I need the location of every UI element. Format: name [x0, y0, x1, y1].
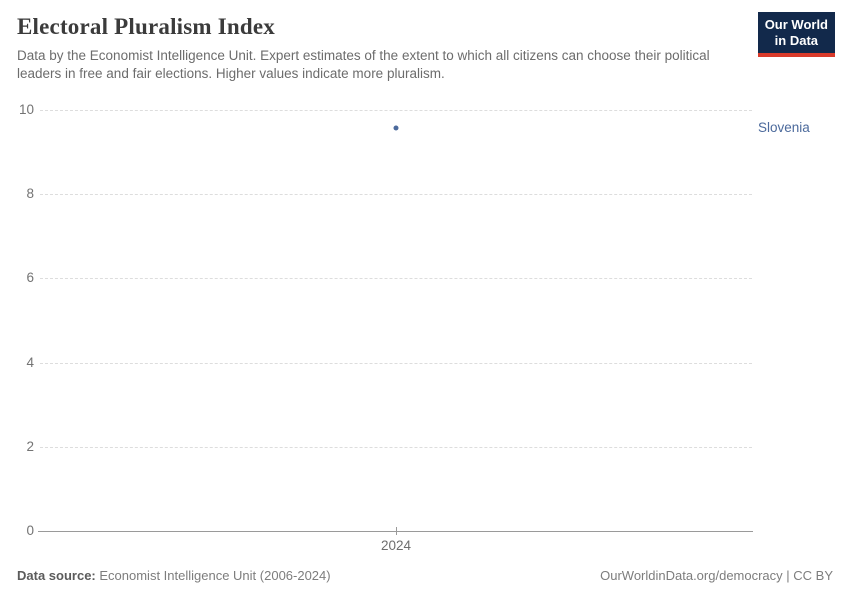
owid-logo-line2: in Data: [774, 33, 819, 48]
owid-logo[interactable]: Our World in Data: [757, 12, 835, 57]
y-axis-tick-label: 8: [26, 186, 34, 202]
x-axis-tick-mark: [395, 527, 397, 535]
x-axis-tick-label: 2024: [380, 538, 412, 553]
gridline: [40, 446, 752, 448]
chart-header: Electoral Pluralism Index Data by the Ec…: [17, 12, 835, 83]
y-axis-tick-label: 10: [18, 102, 34, 117]
data-source: Data source: Economist Intelligence Unit…: [17, 568, 331, 583]
gridline: [40, 362, 752, 364]
gridline: [40, 110, 752, 111]
data-point-slovenia[interactable]: [393, 125, 399, 131]
y-axis-tick-label: 4: [26, 354, 34, 370]
chart-subtitle: Data by the Economist Intelligence Unit.…: [17, 48, 710, 81]
chart-footer: Data source: Economist Intelligence Unit…: [17, 568, 833, 583]
y-axis-tick-label: 0: [26, 523, 34, 538]
chart-title: Electoral Pluralism Index: [17, 14, 275, 39]
data-source-label: Data source:: [17, 568, 96, 583]
data-source-text: Economist Intelligence Unit (2006-2024): [95, 568, 331, 583]
y-axis-tick-label: 2: [26, 438, 34, 454]
credit-link[interactable]: OurWorldinData.org/democracy | CC BY: [600, 568, 833, 583]
owid-logo-line1: Our World: [764, 17, 828, 32]
gridline: [40, 194, 752, 196]
entity-label-slovenia[interactable]: Slovenia: [758, 119, 810, 135]
y-axis-tick-label: 6: [26, 270, 34, 286]
gridline: [40, 278, 752, 280]
